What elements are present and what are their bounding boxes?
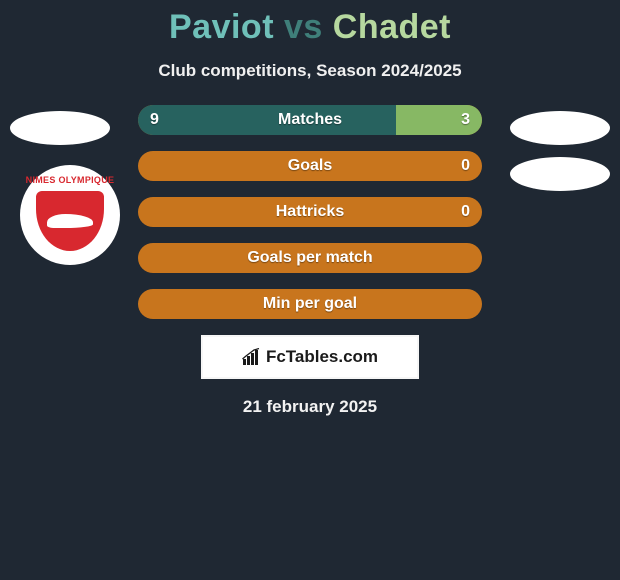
subtitle: Club competitions, Season 2024/2025 (0, 61, 620, 81)
player2-name: Chadet (333, 8, 451, 46)
footer-date: 21 february 2025 (0, 397, 620, 417)
footer-brand: FcTables.com (201, 335, 419, 379)
bar-metric-label: Goals per match (138, 243, 482, 273)
footer-brand-text: FcTables.com (266, 347, 378, 367)
comparison-area: NIMES OLYMPIQUE 9 Matches 3 Goals 0 Hatt… (0, 105, 620, 417)
player1-name: Paviot (169, 8, 274, 46)
bar-value-right: 0 (461, 197, 470, 227)
club-name: NIMES OLYMPIQUE (20, 175, 120, 185)
bar-chart-icon (242, 348, 260, 366)
player1-badge-placeholder (10, 111, 110, 145)
bar-metric-label: Goals (138, 151, 482, 181)
title-vs: vs (284, 8, 323, 46)
bar-metric-label: Matches (138, 105, 482, 135)
title-row: Paviot vs Chadet (0, 0, 620, 47)
bar-metric-label: Hattricks (138, 197, 482, 227)
player2-badge-placeholder-2 (510, 157, 610, 191)
bar-value-right: 0 (461, 151, 470, 181)
bar-metric-label: Min per goal (138, 289, 482, 319)
stat-bar-goals-per-match: Goals per match (138, 243, 482, 273)
stat-bar-hattricks: Hattricks 0 (138, 197, 482, 227)
crocodile-icon (47, 214, 93, 228)
stat-bar-goals: Goals 0 (138, 151, 482, 181)
stat-bars: 9 Matches 3 Goals 0 Hattricks 0 Goals pe… (138, 105, 482, 319)
club-shield-icon (36, 191, 104, 251)
bar-value-right: 3 (461, 105, 470, 135)
stat-bar-min-per-goal: Min per goal (138, 289, 482, 319)
club-logo: NIMES OLYMPIQUE (20, 165, 120, 265)
player2-badge-placeholder-1 (510, 111, 610, 145)
stat-bar-matches: 9 Matches 3 (138, 105, 482, 135)
